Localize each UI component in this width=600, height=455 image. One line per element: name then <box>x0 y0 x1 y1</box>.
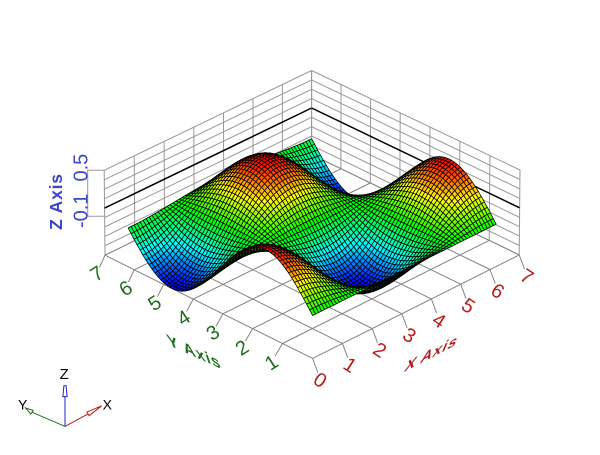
svg-text:Z: Z <box>60 366 69 383</box>
svg-text:0.5: 0.5 <box>71 154 93 182</box>
svg-text:X: X <box>103 397 113 413</box>
svg-text:Z Axis: Z Axis <box>46 173 66 230</box>
svg-text:Y: Y <box>18 397 28 413</box>
svg-text:-0.1: -0.1 <box>71 194 93 228</box>
